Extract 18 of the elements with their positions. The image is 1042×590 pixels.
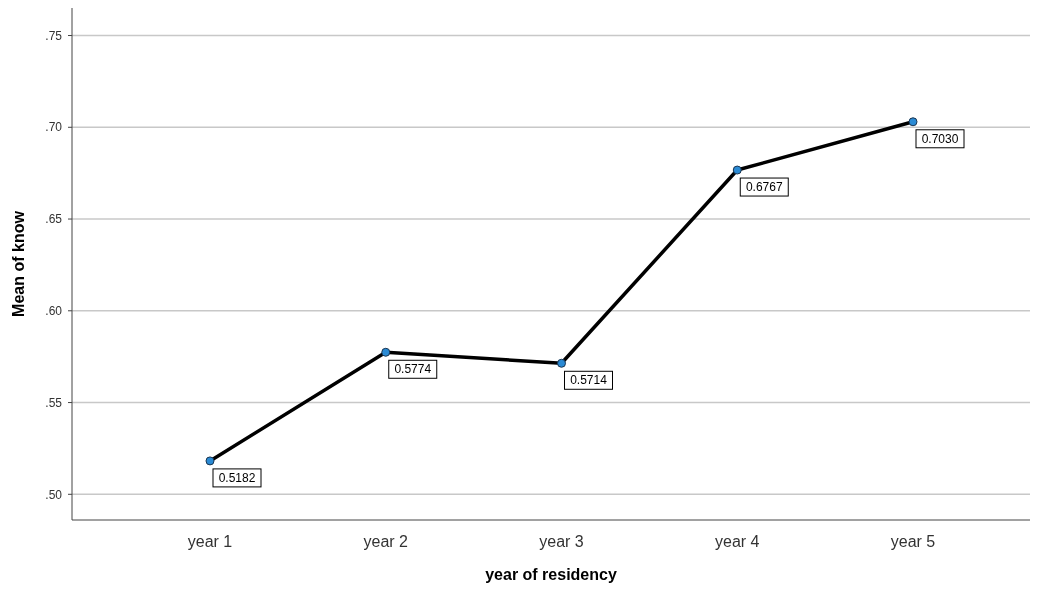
y-tick-label: .70 <box>45 120 63 135</box>
x-tick-label: year 1 <box>187 533 233 550</box>
x-tick-label: year 3 <box>539 533 584 550</box>
y-tick-label: .75 <box>45 28 63 43</box>
y-tick-label: .65 <box>45 212 63 227</box>
x-axis-title: year of residency <box>485 566 617 583</box>
text: 0.6767 <box>745 180 783 195</box>
y-tick-label: .50 <box>45 487 63 502</box>
text: 0.5774 <box>394 362 432 377</box>
y-tick-label: .55 <box>45 395 63 410</box>
text: 0.5714 <box>570 373 607 388</box>
x-tick-label: year 4 <box>715 533 760 550</box>
x-tick-label: year 2 <box>363 533 409 550</box>
y-axis-title: Mean of know <box>10 210 27 317</box>
y-tick-label: .60 <box>45 304 63 318</box>
text: 0.5182 <box>218 470 256 485</box>
text: 0.7030 <box>921 131 959 146</box>
x-tick-label: year 5 <box>890 533 936 550</box>
